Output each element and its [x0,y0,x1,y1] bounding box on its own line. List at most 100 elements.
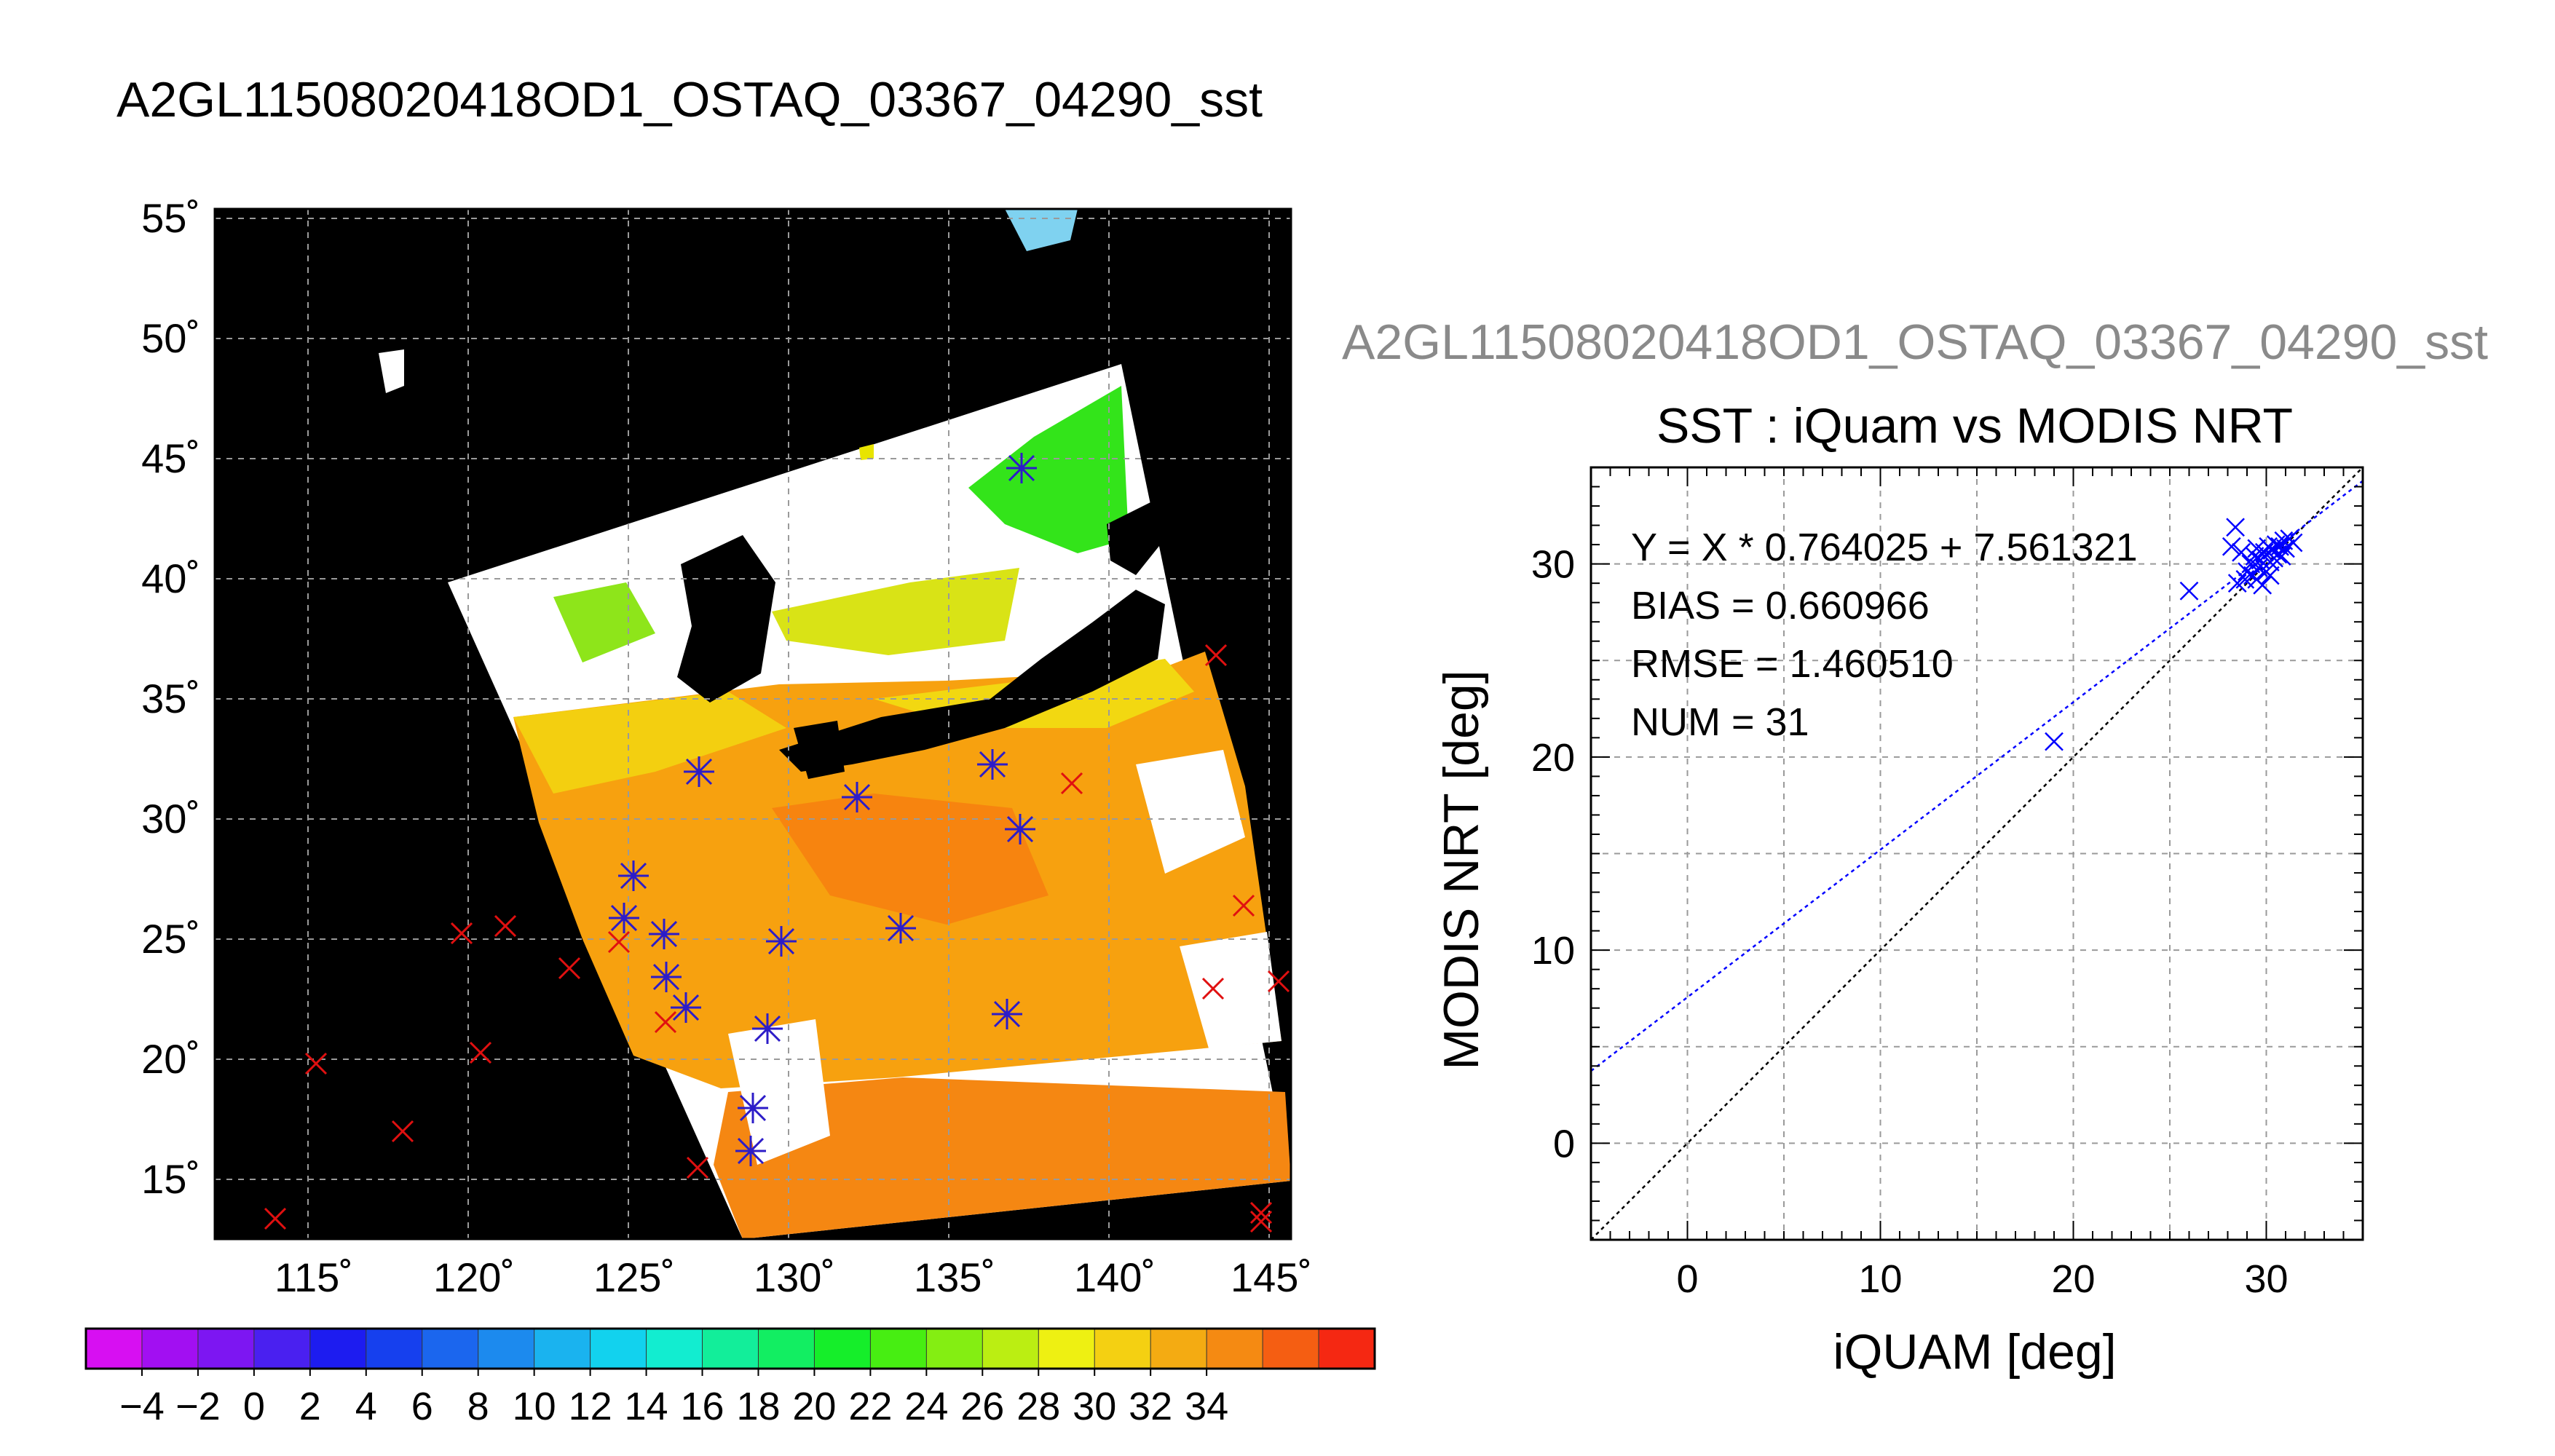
colorbar-swatch [926,1329,983,1369]
colorbar-swatch [1094,1329,1151,1369]
colorbar-tick-label: 0 [243,1385,265,1428]
lon-tick-label: 125˚ [593,1254,675,1300]
colorbar-swatch [1207,1329,1263,1369]
colorbar-tick-label: 22 [848,1385,892,1428]
colorbar-swatch [1150,1329,1207,1369]
sst-yellow-band [513,692,786,794]
lat-tick-label: 30˚ [141,796,200,842]
scatter-point [2045,732,2064,751]
colorbar-swatch [478,1329,535,1369]
red-x-marker [654,1010,677,1034]
colorbar-tick-label: 28 [1016,1385,1060,1428]
red-x-marker [1232,894,1255,917]
colorbar-tick-label: 24 [904,1385,948,1428]
blue-star-marker [618,860,649,891]
blue-star-marker [649,919,679,949]
red-x-marker [391,1120,414,1143]
red-x-marker [264,1207,287,1230]
land-korea [677,535,775,703]
lon-tick-label: 115˚ [275,1254,353,1300]
blue-star-marker [671,992,701,1023]
scatter-point [2222,537,2241,556]
colorbar-swatch [1319,1329,1375,1369]
blue-star-marker [738,1093,768,1123]
lat-tick-label: 15˚ [141,1156,200,1202]
sst-green-region [553,582,655,662]
red-x-marker [1201,977,1225,1000]
scatter-title: SST : iQuam vs MODIS NRT [1656,398,2293,454]
red-x-marker [494,914,517,938]
colorbar-tick-label: 12 [569,1385,612,1428]
y-tick-label: 30 [1531,543,1575,587]
blue-star-marker [609,903,639,933]
colorbar-tick-label: 32 [1129,1385,1172,1428]
colorbar-tick-label: 16 [680,1385,724,1428]
land-japan [779,590,1165,772]
land-kyushu [794,721,845,779]
land-hokkaido [1107,502,1165,575]
lon-tick-label: 145˚ [1231,1254,1312,1300]
stat-num: NUM = 31 [1631,700,1809,744]
colorbar-tick-label: 8 [467,1385,489,1428]
map-title: A2GL11508020418OD1_OSTAQ_03367_04290_sst [117,72,1263,127]
colorbar-tick-label: −4 [119,1385,165,1428]
north-speck [859,444,874,460]
colorbar-swatch [870,1329,927,1369]
blue-star-marker [651,962,682,992]
lat-tick-label: 50˚ [141,315,200,361]
scatter-point [2232,542,2251,562]
sst-green-region [968,386,1129,553]
red-x-marker [607,930,631,954]
scatter-stats: Y = X * 0.764025 + 7.561321 BIAS = 0.660… [1631,526,2138,744]
stat-bias: BIAS = 0.660966 [1631,584,1930,628]
blue-star-marker [977,749,1008,780]
colorbar-tick-label: 34 [1185,1385,1228,1428]
colorbar-swatch [141,1329,199,1369]
colorbar-labels: −4 −2 0 2 4 6 8 10 12 14 16 18 20 22 24 26 28 30 32 34 [119,1385,1228,1428]
blue-star-marker [1005,814,1035,844]
colorbar-swatch [534,1329,591,1369]
lon-tick-label: 135˚ [914,1254,995,1300]
colorbar-swatch [1038,1329,1095,1369]
north-ice-patch [1005,209,1078,251]
scatter-point [2268,545,2288,564]
blue-star-marker [735,1136,766,1166]
stat-rmse: RMSE = 1.460510 [1631,642,1954,686]
red-x-marker [304,1052,328,1075]
sst-hot-patch [772,794,1049,925]
colorbar-swatch [422,1329,479,1369]
red-x-marker [1060,772,1083,795]
x-tick-label: 0 [1676,1257,1698,1301]
stat-fit-equation: Y = X * 0.764025 + 7.561321 [1631,526,2138,569]
blue-star-marker [885,913,916,943]
y-tick-label: 10 [1531,929,1575,973]
colorbar-tick-label: −2 [175,1385,221,1428]
colorbar-tick-label: 30 [1073,1385,1116,1428]
x-tick-label: 30 [2244,1257,2288,1301]
colorbar-tick-label: 14 [625,1385,668,1428]
scatter-plot: 0 10 20 30 0 10 20 30 [1531,466,2364,1301]
colorbar-swatch [197,1329,255,1369]
lat-tick-label: 45˚ [141,435,200,481]
north-speck [379,349,404,393]
map-grid [215,209,1291,1239]
cloud-patch [1136,750,1245,874]
lat-tick-label: 35˚ [141,676,200,721]
colorbar-tick-label: 20 [792,1385,836,1428]
blue-star-marker [1006,453,1037,483]
colorbar-tick-label: 18 [736,1385,780,1428]
colorbar-swatch [309,1329,367,1369]
colorbar-swatch [982,1329,1039,1369]
scatter-ylabel: MODIS NRT [deg] [1434,670,1489,1069]
scatter-point [2276,539,2295,558]
colorbar-swatch [590,1329,647,1369]
cloud-patch [728,1019,830,1165]
colorbar-swatch [646,1329,703,1369]
scatter-point [2247,539,2267,558]
scatter-point [2226,518,2245,537]
colorbar-swatch [366,1329,423,1369]
red-x-marker [1249,1210,1273,1233]
lon-tick-label: 120˚ [433,1254,515,1300]
red-x-marker [469,1041,492,1064]
